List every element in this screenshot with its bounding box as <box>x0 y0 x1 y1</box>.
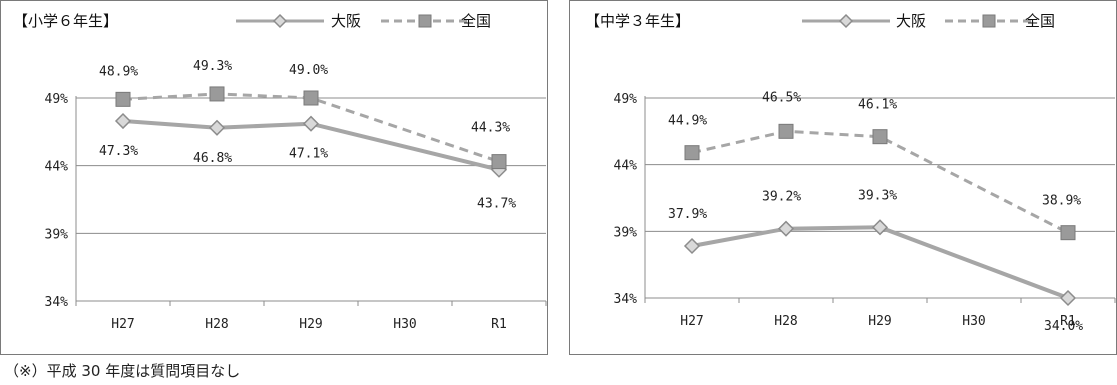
chart-title: 【小学６年生】 <box>13 12 118 30</box>
data-point <box>114 112 132 130</box>
x-tick-label: H28 <box>774 314 797 329</box>
x-tick-label: R1 <box>491 317 507 332</box>
x-tick-label: H27 <box>680 314 703 329</box>
data-point <box>115 91 131 107</box>
data-label: 39.3% <box>858 188 897 203</box>
data-point <box>1060 225 1076 241</box>
data-point <box>208 119 226 136</box>
x-tick-label: H30 <box>393 317 416 332</box>
legend-label: 全国 <box>461 12 491 30</box>
data-point <box>303 90 319 106</box>
chart-panel-junior-high: 【中学３年生】 大阪 全国 49% 44% 39% 34% H27 H28 H29 H30 R1 37.… <box>569 0 1117 355</box>
data-label: 46.8% <box>193 151 232 166</box>
x-tick-label: H27 <box>111 317 134 332</box>
data-label: 46.5% <box>762 90 801 105</box>
data-point <box>491 154 507 170</box>
data-label: 34.0% <box>1044 319 1083 334</box>
series-line-1 <box>122 92 500 164</box>
chart-junior-high: 【中学３年生】 大阪 全国 49% 44% 39% 34% H27 H28 H29 H30 R1 37.… <box>585 12 1116 334</box>
series-line-1 <box>691 129 1069 235</box>
y-tick-label: 44% <box>614 159 638 174</box>
y-tick-label: 39% <box>614 225 638 240</box>
series-line-0 <box>691 225 1069 300</box>
data-label: 38.9% <box>1042 194 1081 209</box>
legend-marker <box>838 13 854 29</box>
legend-label: 大阪 <box>331 12 361 30</box>
legend-item-0: 大阪 <box>802 12 926 30</box>
data-point <box>777 220 795 237</box>
data-label: 43.7% <box>477 197 516 212</box>
chart-panel-elementary: 【小学６年生】 大阪 全国 49% 44% 39% 34% H27 H28 H29 H30 R1 47.… <box>0 0 548 355</box>
legend-marker <box>418 14 432 28</box>
x-tick-label: H28 <box>205 317 228 332</box>
data-point <box>871 219 889 236</box>
legend-label: 全国 <box>1025 12 1055 30</box>
series-line-0 <box>122 119 500 172</box>
footnote: （※）平成 30 年度は質問項目なし <box>4 362 241 380</box>
y-tick-label: 39% <box>45 227 69 242</box>
y-tick-label: 34% <box>45 295 69 310</box>
legend-marker <box>272 13 288 29</box>
legend-item-1: 全国 <box>381 12 491 30</box>
x-tick-label: H29 <box>868 314 891 329</box>
data-label: 49.0% <box>289 63 328 78</box>
y-tick-label: 49% <box>45 92 69 107</box>
data-point <box>302 115 320 132</box>
data-label: 39.2% <box>762 190 801 205</box>
legend-marker <box>982 14 996 28</box>
legend-item-1: 全国 <box>945 12 1055 30</box>
legend-item-0: 大阪 <box>236 12 361 30</box>
legend-label: 大阪 <box>896 12 926 30</box>
data-label: 49.3% <box>193 59 232 74</box>
data-label: 47.3% <box>99 144 138 159</box>
y-tick-label: 44% <box>45 160 69 175</box>
y-tick-label: 34% <box>614 292 638 307</box>
data-point <box>684 145 700 161</box>
data-point <box>1059 289 1077 307</box>
data-label: 37.9% <box>668 207 707 222</box>
data-point <box>872 129 888 145</box>
data-point <box>209 86 225 102</box>
y-tick-label: 49% <box>614 92 638 107</box>
x-tick-label: H29 <box>299 317 322 332</box>
data-point <box>683 237 701 255</box>
data-label: 44.3% <box>471 121 510 136</box>
data-label: 48.9% <box>99 64 138 79</box>
data-point <box>778 123 794 139</box>
data-label: 44.9% <box>668 114 707 129</box>
x-tick-label: R1 <box>1060 314 1076 329</box>
x-tick-label: H30 <box>962 314 985 329</box>
data-label: 47.1% <box>289 147 328 162</box>
data-label: 46.1% <box>858 98 897 113</box>
chart-elementary: 【小学６年生】 大阪 全国 49% 44% 39% 34% H27 H28 H29 H30 R1 47.… <box>13 12 547 332</box>
chart-title: 【中学３年生】 <box>585 12 690 30</box>
